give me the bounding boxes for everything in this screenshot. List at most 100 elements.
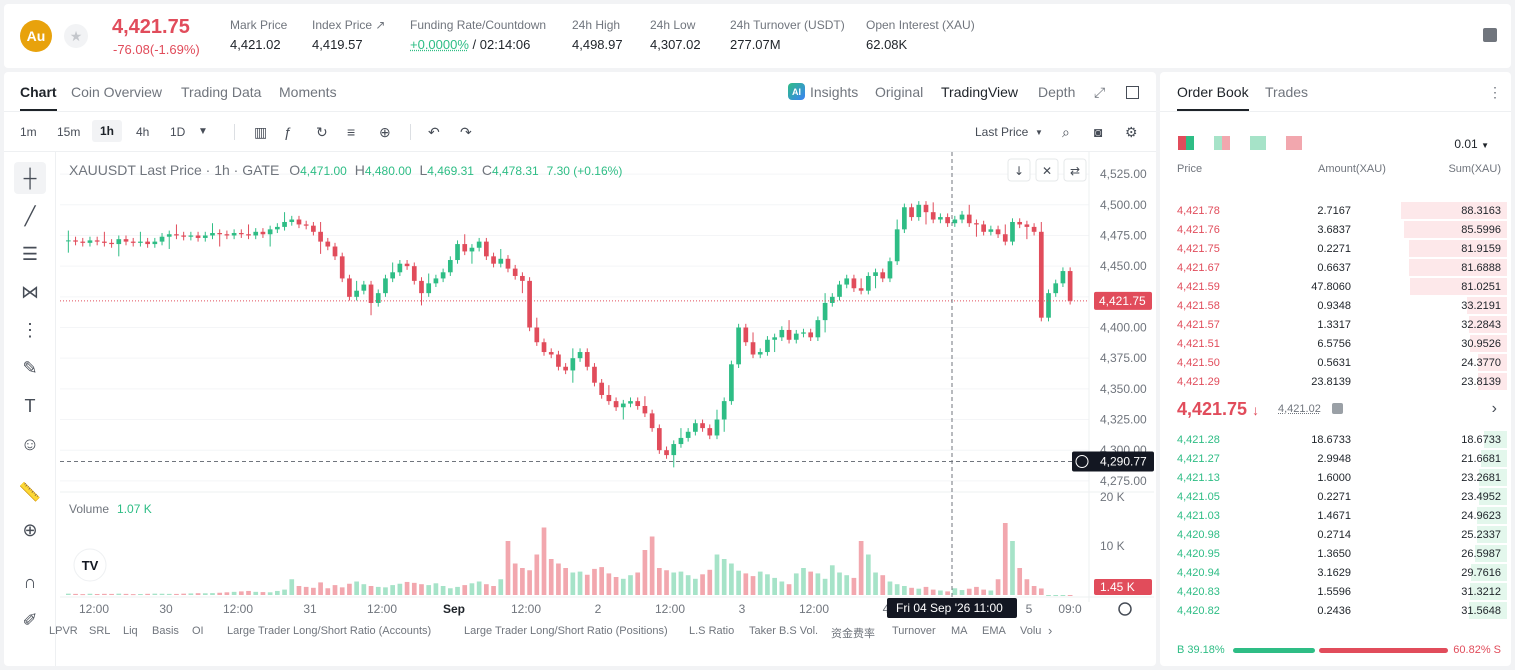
zoom-in-icon[interactable]: ⊕	[22, 519, 38, 540]
chevron-down-icon[interactable]: ▼	[1035, 128, 1043, 137]
bid-row[interactable]: 4,421.28 18.6733 18.6733	[1160, 430, 1511, 449]
candle-body	[995, 229, 1001, 235]
bid-row[interactable]: 4,421.05 0.2271 23.4952	[1160, 487, 1511, 506]
indicator-turnover[interactable]: Turnover	[892, 625, 936, 637]
volume-bar	[779, 581, 785, 595]
brush-icon[interactable]: ✎	[22, 357, 38, 378]
bid-row[interactable]: 4,420.98 0.2714 25.2337	[1160, 525, 1511, 544]
ask-row[interactable]: 4,421.50 0.5631 24.3770	[1160, 353, 1511, 372]
bid-row[interactable]: 4,420.82 0.2436 31.5648	[1160, 601, 1511, 620]
ask-row[interactable]: 4,421.78 2.7167 88.3163	[1160, 201, 1511, 220]
compare-icon[interactable]: ↻	[316, 124, 328, 140]
view-bids-icon[interactable]	[1250, 136, 1266, 150]
crosshair-icon[interactable]: ┼	[14, 162, 46, 194]
tab-moments[interactable]: Moments	[279, 84, 337, 100]
ask-row[interactable]: 4,421.67 0.6637 81.6888	[1160, 258, 1511, 277]
tf-15m[interactable]: 15m	[57, 125, 81, 139]
bid-row[interactable]: 4,420.94 3.1629 29.7616	[1160, 563, 1511, 582]
fib-icon[interactable]: ⋮	[21, 319, 39, 340]
redo-icon[interactable]: ↷	[460, 124, 472, 140]
ask-row[interactable]: 4,421.58 0.9348 33.2191	[1160, 296, 1511, 315]
emoji-icon[interactable]: ☺	[20, 433, 40, 454]
gear-icon[interactable]: ⚙	[1125, 124, 1138, 140]
ruler-icon[interactable]: 📏	[18, 481, 42, 502]
indicator-ma[interactable]: MA	[951, 625, 968, 637]
indicator-liq[interactable]: Liq	[123, 625, 138, 637]
ask-row[interactable]: 4,421.76 3.6837 85.5996	[1160, 220, 1511, 239]
pattern-icon[interactable]: ⋈	[21, 281, 39, 302]
bid-row[interactable]: 4,421.27 2.9948 21.6681	[1160, 449, 1511, 468]
bid-row[interactable]: 4,420.83 1.5596 31.3212	[1160, 582, 1511, 601]
tab-tradingview[interactable]: TradingView	[941, 84, 1019, 100]
view-both-icon[interactable]	[1178, 136, 1194, 150]
indicators-icon[interactable]: ƒ	[284, 124, 292, 140]
expand-icon[interactable]: ⤢	[1094, 84, 1106, 100]
price-chart[interactable]: 4,525.004,500.004,475.004,450.004,425.00…	[4, 72, 1156, 666]
indicator-srl[interactable]: SRL	[89, 625, 111, 637]
indicator-taker-vol[interactable]: Taker B.S Vol.	[749, 625, 819, 637]
candle-style-icon[interactable]: ▥	[254, 124, 268, 140]
indicator-large-trader-accounts[interactable]: Large Trader Long/Short Ratio (Accounts)	[227, 625, 432, 637]
indicator-ema[interactable]: EMA	[982, 625, 1006, 637]
horizontal-lines-icon[interactable]: ☰	[21, 243, 39, 264]
pencil-icon[interactable]: ✐	[22, 609, 38, 630]
chevron-right-icon[interactable]: ›	[1491, 400, 1497, 417]
chevron-right-icon[interactable]: ›	[1048, 623, 1053, 638]
volume-bar	[289, 579, 295, 595]
tf-4h[interactable]: 4h	[136, 125, 150, 139]
mid-mark-price[interactable]: 4,421.02	[1278, 403, 1321, 415]
templates-icon[interactable]: ≡	[347, 124, 356, 140]
ask-row[interactable]: 4,421.59 47.8060 81.0251	[1160, 277, 1511, 296]
funding-rate[interactable]: +0.0000%	[410, 37, 469, 52]
bid-row[interactable]: 4,420.95 1.3650 26.5987	[1160, 544, 1511, 563]
camera-icon[interactable]: ◙	[1094, 124, 1103, 140]
book-icon[interactable]	[1483, 28, 1497, 42]
indicator-volume[interactable]: Volu	[1020, 625, 1042, 637]
tab-trading-data[interactable]: Trading Data	[181, 84, 262, 100]
candle-body	[779, 329, 785, 338]
indicator-large-trader-positions[interactable]: Large Trader Long/Short Ratio (Positions…	[464, 625, 668, 637]
indicator-basis[interactable]: Basis	[152, 625, 179, 637]
search-icon[interactable]: ⌕	[1062, 124, 1070, 140]
tab-depth[interactable]: Depth	[1038, 84, 1076, 100]
bid-row[interactable]: 4,421.03 1.4671 24.9623	[1160, 506, 1511, 525]
chevron-down-icon[interactable]: ▼	[198, 126, 208, 137]
stat-index-price[interactable]: Index Price ↗ 4,419.57	[312, 18, 386, 52]
fullscreen-icon[interactable]	[1126, 86, 1139, 99]
ask-row[interactable]: 4,421.51 6.5756 30.9526	[1160, 334, 1511, 353]
tf-1h[interactable]: 1h	[92, 120, 123, 142]
more-menu-icon[interactable]: ⋮	[1488, 84, 1502, 100]
bid-row[interactable]: 4,421.13 1.6000 23.2681	[1160, 468, 1511, 487]
favorite-star-icon[interactable]: ★	[64, 24, 88, 48]
trend-line-icon[interactable]: ╱	[24, 205, 36, 226]
candle-body	[952, 219, 958, 224]
tf-1d[interactable]: 1D	[170, 125, 186, 139]
magnet-icon[interactable]: ∩	[23, 571, 37, 592]
candle-body	[693, 423, 698, 432]
text-icon[interactable]: T	[24, 395, 36, 416]
tab-insights[interactable]: Insights	[810, 84, 859, 100]
price-type-select[interactable]: Last Price	[975, 125, 1029, 139]
ask-row[interactable]: 4,421.57 1.3317 32.2843	[1160, 315, 1511, 334]
indicator-lpvr[interactable]: LPVR	[49, 625, 78, 637]
indicator-ls-ratio[interactable]: L.S Ratio	[689, 625, 735, 637]
divider	[234, 124, 235, 140]
ask-row[interactable]: 4,421.75 0.2271 81.9159	[1160, 239, 1511, 258]
tab-original[interactable]: Original	[875, 84, 924, 100]
tab-chart[interactable]: Chart	[20, 84, 57, 111]
indicator-funding-rate[interactable]: 资金费率	[831, 628, 875, 640]
view-split-icon[interactable]	[1214, 136, 1230, 150]
volume-bar	[534, 554, 540, 595]
view-asks-icon[interactable]	[1286, 136, 1302, 150]
ask-row[interactable]: 4,421.29 23.8139 23.8139	[1160, 372, 1511, 391]
tab-coin-overview[interactable]: Coin Overview	[71, 84, 163, 100]
tab-trades[interactable]: Trades	[1265, 84, 1309, 100]
precision-select[interactable]: 0.01 ▼	[1454, 137, 1489, 151]
tf-1m[interactable]: 1m	[20, 125, 37, 139]
undo-icon[interactable]: ↶	[428, 124, 440, 140]
candle-body	[902, 207, 907, 230]
add-alert-icon[interactable]: ⊕	[379, 124, 391, 140]
volume-bar	[613, 577, 619, 595]
indicator-oi[interactable]: OI	[192, 625, 204, 637]
tab-order-book[interactable]: Order Book	[1177, 84, 1249, 111]
